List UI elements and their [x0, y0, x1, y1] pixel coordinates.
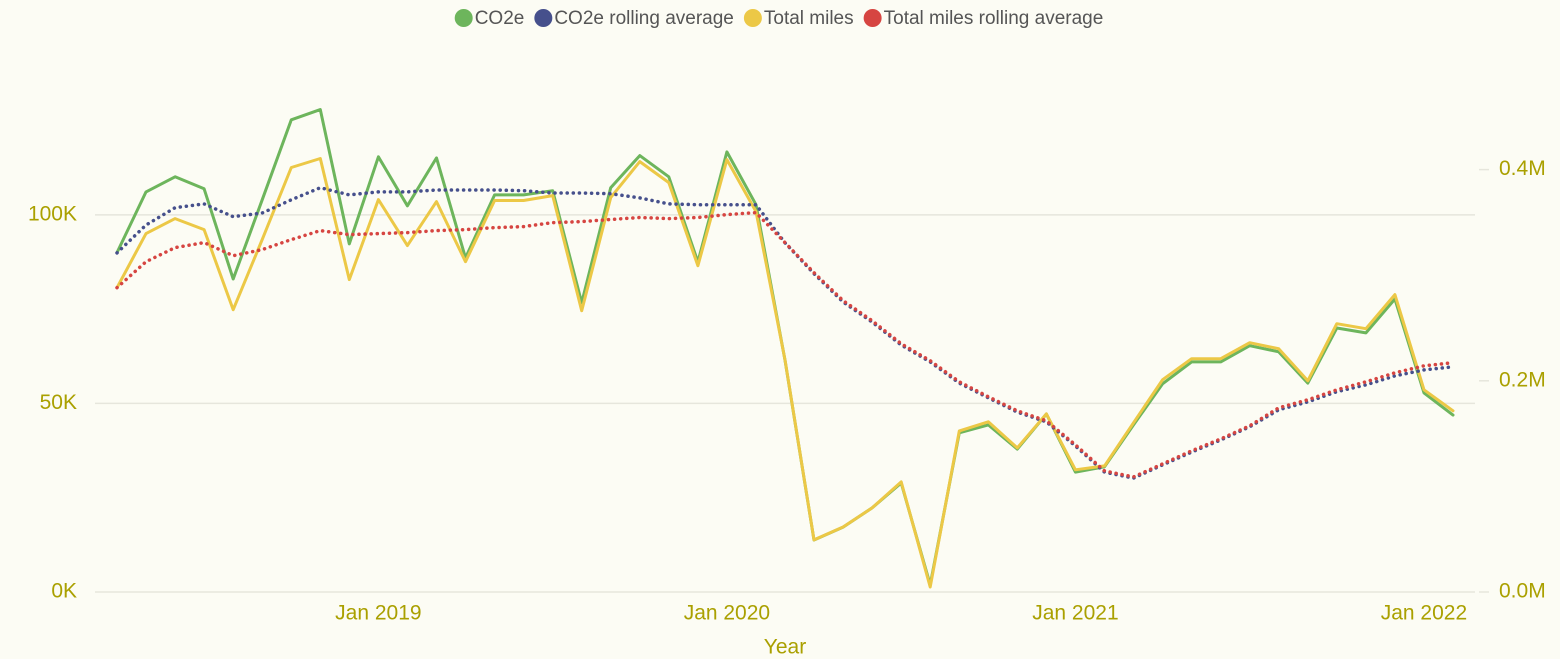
y2-tick-label: 0.0M — [1499, 580, 1546, 603]
legend-marker — [454, 9, 473, 27]
y-tick-label: 0K — [51, 580, 77, 603]
y-tick-label: 100K — [28, 202, 77, 225]
legend-text: Total miles rolling average — [884, 8, 1104, 29]
x-tick-label: Jan 2019 — [335, 602, 421, 625]
legend-text: CO2e rolling average — [554, 8, 734, 29]
y-tick-label: 50K — [40, 391, 77, 414]
x-tick-label: Jan 2020 — [684, 602, 770, 625]
legend-text: Total miles — [764, 8, 854, 29]
y2-tick-label: 0.2M — [1499, 368, 1546, 391]
y2-tick-label: 0.4M — [1499, 157, 1546, 180]
legend-marker — [534, 9, 553, 27]
series-line — [115, 210, 1455, 479]
series-line — [115, 157, 1455, 589]
legend-marker — [743, 9, 762, 27]
series-line — [115, 108, 1455, 587]
x-tick-label: Jan 2021 — [1032, 602, 1118, 625]
x-axis-title: Year — [764, 636, 806, 659]
legend-text: CO2e — [475, 8, 525, 29]
x-tick-label: Jan 2022 — [1381, 602, 1467, 625]
legend-marker — [863, 9, 882, 27]
